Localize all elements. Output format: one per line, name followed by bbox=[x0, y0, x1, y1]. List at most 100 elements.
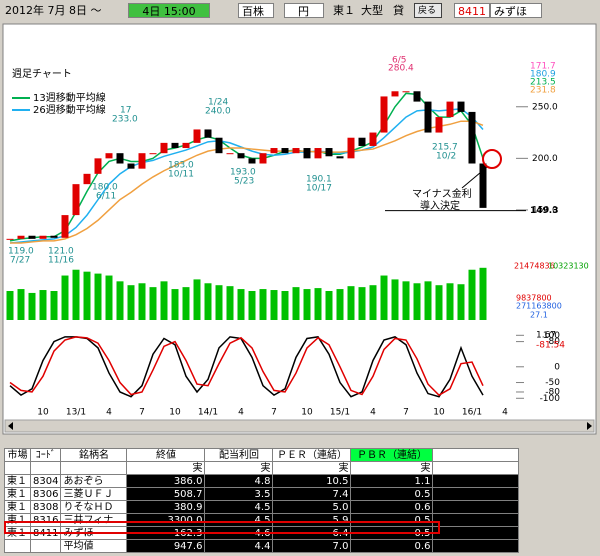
candle bbox=[446, 101, 454, 118]
x-tick-label: 4 bbox=[502, 408, 508, 418]
back-button[interactable]: 戻る bbox=[414, 3, 442, 18]
table-row: 東１ 8316 三井フィナ 3300.0 4.5 5.9 0.5 bbox=[4, 513, 520, 527]
table-row: 東１ 8304 あおぞら 386.0 4.8 10.5 1.1 bbox=[4, 474, 520, 488]
candle bbox=[270, 148, 278, 154]
table-cell: 0.5 bbox=[350, 487, 434, 501]
candle bbox=[6, 238, 14, 240]
table-cell: 8304 bbox=[29, 474, 62, 488]
table-row: 平均値 947.6 4.4 7.0 0.6 bbox=[4, 539, 520, 553]
current-value: 180.9 bbox=[530, 70, 556, 80]
candle bbox=[336, 156, 344, 159]
volume-label: 10323130 bbox=[548, 262, 589, 271]
x-tick-label: 10 bbox=[301, 408, 313, 418]
annotation: 17 bbox=[120, 106, 131, 116]
x-tick-label: 4 bbox=[238, 408, 244, 418]
header-cell: 配当利回 bbox=[204, 448, 274, 462]
average-label: 平均値 bbox=[60, 539, 128, 553]
header-cell: 市場 bbox=[4, 448, 31, 462]
scrollbar[interactable] bbox=[4, 419, 595, 433]
unit-cell: 実 bbox=[350, 461, 434, 475]
annotation: 10/17 bbox=[306, 184, 332, 194]
stock-table: 市場 ｺｰﾄﾞ 銘柄名 終値 配当利回 ＰＥＲ（連結） ＰＢＲ（連結）実実実実東１ 8304 あ… bbox=[4, 448, 520, 553]
candle bbox=[424, 101, 432, 133]
volume-bar bbox=[292, 287, 300, 320]
candle bbox=[347, 137, 355, 159]
volume-bar bbox=[424, 281, 432, 320]
table-cell: 1.1 bbox=[350, 474, 434, 488]
candle bbox=[72, 184, 80, 216]
unit[interactable]: 百株 bbox=[238, 3, 274, 18]
y-tick-label: -100 bbox=[540, 394, 561, 404]
table-cell: 380.9 bbox=[126, 500, 206, 514]
annotation: 10/11 bbox=[168, 170, 194, 180]
candle bbox=[369, 132, 377, 146]
stock-name: みずほ bbox=[490, 3, 542, 18]
candle bbox=[204, 129, 212, 138]
table-row: 実実実実 bbox=[4, 461, 520, 475]
x-tick-label: 4 bbox=[106, 408, 112, 418]
volume-bar bbox=[446, 283, 454, 320]
volume-bar bbox=[457, 284, 465, 320]
table-cell bbox=[432, 487, 520, 501]
candle bbox=[17, 235, 25, 239]
event-label: マイナス金利 bbox=[412, 187, 472, 200]
x-tick-label: 15/1 bbox=[330, 408, 350, 418]
volume-bar bbox=[50, 291, 58, 320]
annotation: 11/16 bbox=[48, 256, 74, 266]
candle bbox=[468, 111, 476, 164]
code[interactable]: 8411 bbox=[454, 3, 490, 18]
volume-label: 21474836 bbox=[514, 262, 555, 271]
volume-bar bbox=[127, 285, 135, 320]
table-cell: 0.6 bbox=[350, 500, 434, 514]
x-tick-label: 7 bbox=[403, 408, 409, 418]
candle bbox=[479, 163, 487, 208]
candle bbox=[215, 137, 223, 154]
annotation: 190.1 bbox=[306, 175, 332, 185]
x-tick-label: 10 bbox=[433, 408, 445, 418]
volume-bar bbox=[325, 291, 333, 320]
currency-select[interactable]: 円 bbox=[284, 3, 324, 18]
unit-cell: 実 bbox=[204, 461, 274, 475]
period[interactable]: 4日 15:00 bbox=[128, 3, 210, 18]
candle bbox=[105, 153, 113, 159]
event-arrow bbox=[461, 166, 488, 189]
volume-bar bbox=[204, 283, 212, 320]
table-row: 東１ 8308 りそなＨＤ 380.9 4.5 5.0 0.6 bbox=[4, 500, 520, 514]
x-tick-label: 7 bbox=[271, 408, 277, 418]
table-cell: 4.5 bbox=[204, 500, 274, 514]
chart-title: 週足チャート bbox=[12, 68, 72, 80]
volume-bar bbox=[413, 283, 421, 320]
candle bbox=[50, 235, 58, 238]
annotation: 1/24 bbox=[208, 98, 228, 108]
candle bbox=[182, 142, 190, 149]
lending: 貸 bbox=[393, 4, 404, 17]
table-cell bbox=[432, 539, 520, 553]
annotation: 193.0 bbox=[230, 168, 256, 178]
volume-bar bbox=[468, 269, 476, 320]
candle bbox=[94, 158, 102, 174]
legend-label: 26週移動平均線 bbox=[33, 103, 106, 116]
volume-bar bbox=[83, 271, 91, 320]
annotation: 280.4 bbox=[388, 64, 414, 74]
table-cell: 7.0 bbox=[272, 539, 352, 553]
volume-bar bbox=[171, 289, 179, 320]
volume-bar bbox=[479, 267, 487, 320]
header-cell bbox=[432, 448, 520, 462]
volume-bar bbox=[281, 291, 289, 320]
unit-cell: 実 bbox=[126, 461, 206, 475]
candle bbox=[380, 96, 388, 133]
market: 東１ bbox=[333, 4, 355, 17]
volume-bar bbox=[182, 287, 190, 320]
table-cell: あおぞら bbox=[60, 474, 128, 488]
current-value: 231.8 bbox=[530, 86, 556, 96]
candle bbox=[116, 153, 124, 164]
volume-bar bbox=[6, 291, 14, 320]
table-cell bbox=[29, 539, 62, 553]
highlight-box bbox=[4, 521, 440, 534]
candle bbox=[61, 215, 69, 238]
volume-label: 9837800 bbox=[516, 294, 552, 303]
annotation: 10/2 bbox=[436, 152, 456, 162]
volume-bar bbox=[347, 286, 355, 320]
table-cell: 508.7 bbox=[126, 487, 206, 501]
event-circle bbox=[482, 149, 502, 169]
